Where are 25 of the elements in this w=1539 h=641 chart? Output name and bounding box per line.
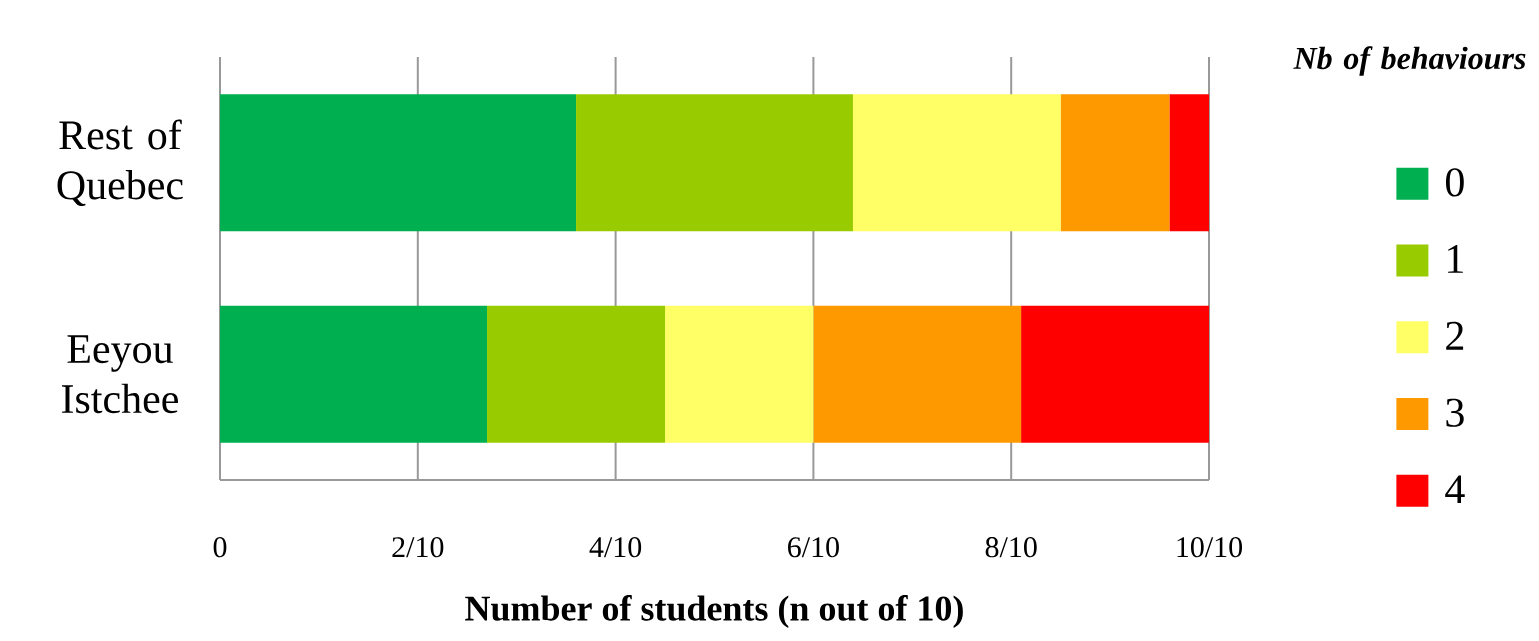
x-tick-label: 4/10 xyxy=(589,537,642,558)
x-axis-title: Number of students (n out of 10) xyxy=(465,595,963,629)
legend-label: 0 xyxy=(1445,168,1464,197)
legend-label: 2 xyxy=(1446,321,1464,350)
bar xyxy=(852,94,1061,232)
y-tick-label: Eeyou Istchee xyxy=(61,335,178,414)
x-tick-label: 6/10 xyxy=(788,537,839,558)
legend-label: 1 xyxy=(1448,245,1463,273)
y-tick-label: Rest of Quebec xyxy=(57,119,183,206)
legend-label: 3 xyxy=(1446,398,1464,427)
bar xyxy=(1060,94,1170,232)
x-tick-label: 0 xyxy=(213,537,227,558)
x-tick-label: 2/10 xyxy=(392,537,444,558)
bar xyxy=(1021,305,1209,443)
bar xyxy=(220,305,488,443)
bar xyxy=(1169,94,1209,232)
x-tick-label: 10/10 xyxy=(1177,537,1243,558)
legend-label: 4 xyxy=(1445,475,1465,504)
bar xyxy=(487,305,666,443)
bar xyxy=(220,94,577,232)
x-tick-label: 8/10 xyxy=(985,537,1037,558)
bar xyxy=(665,305,814,443)
bar xyxy=(813,305,1022,443)
legend-title: Nb of behaviours xyxy=(1293,46,1526,76)
bar xyxy=(576,94,853,232)
